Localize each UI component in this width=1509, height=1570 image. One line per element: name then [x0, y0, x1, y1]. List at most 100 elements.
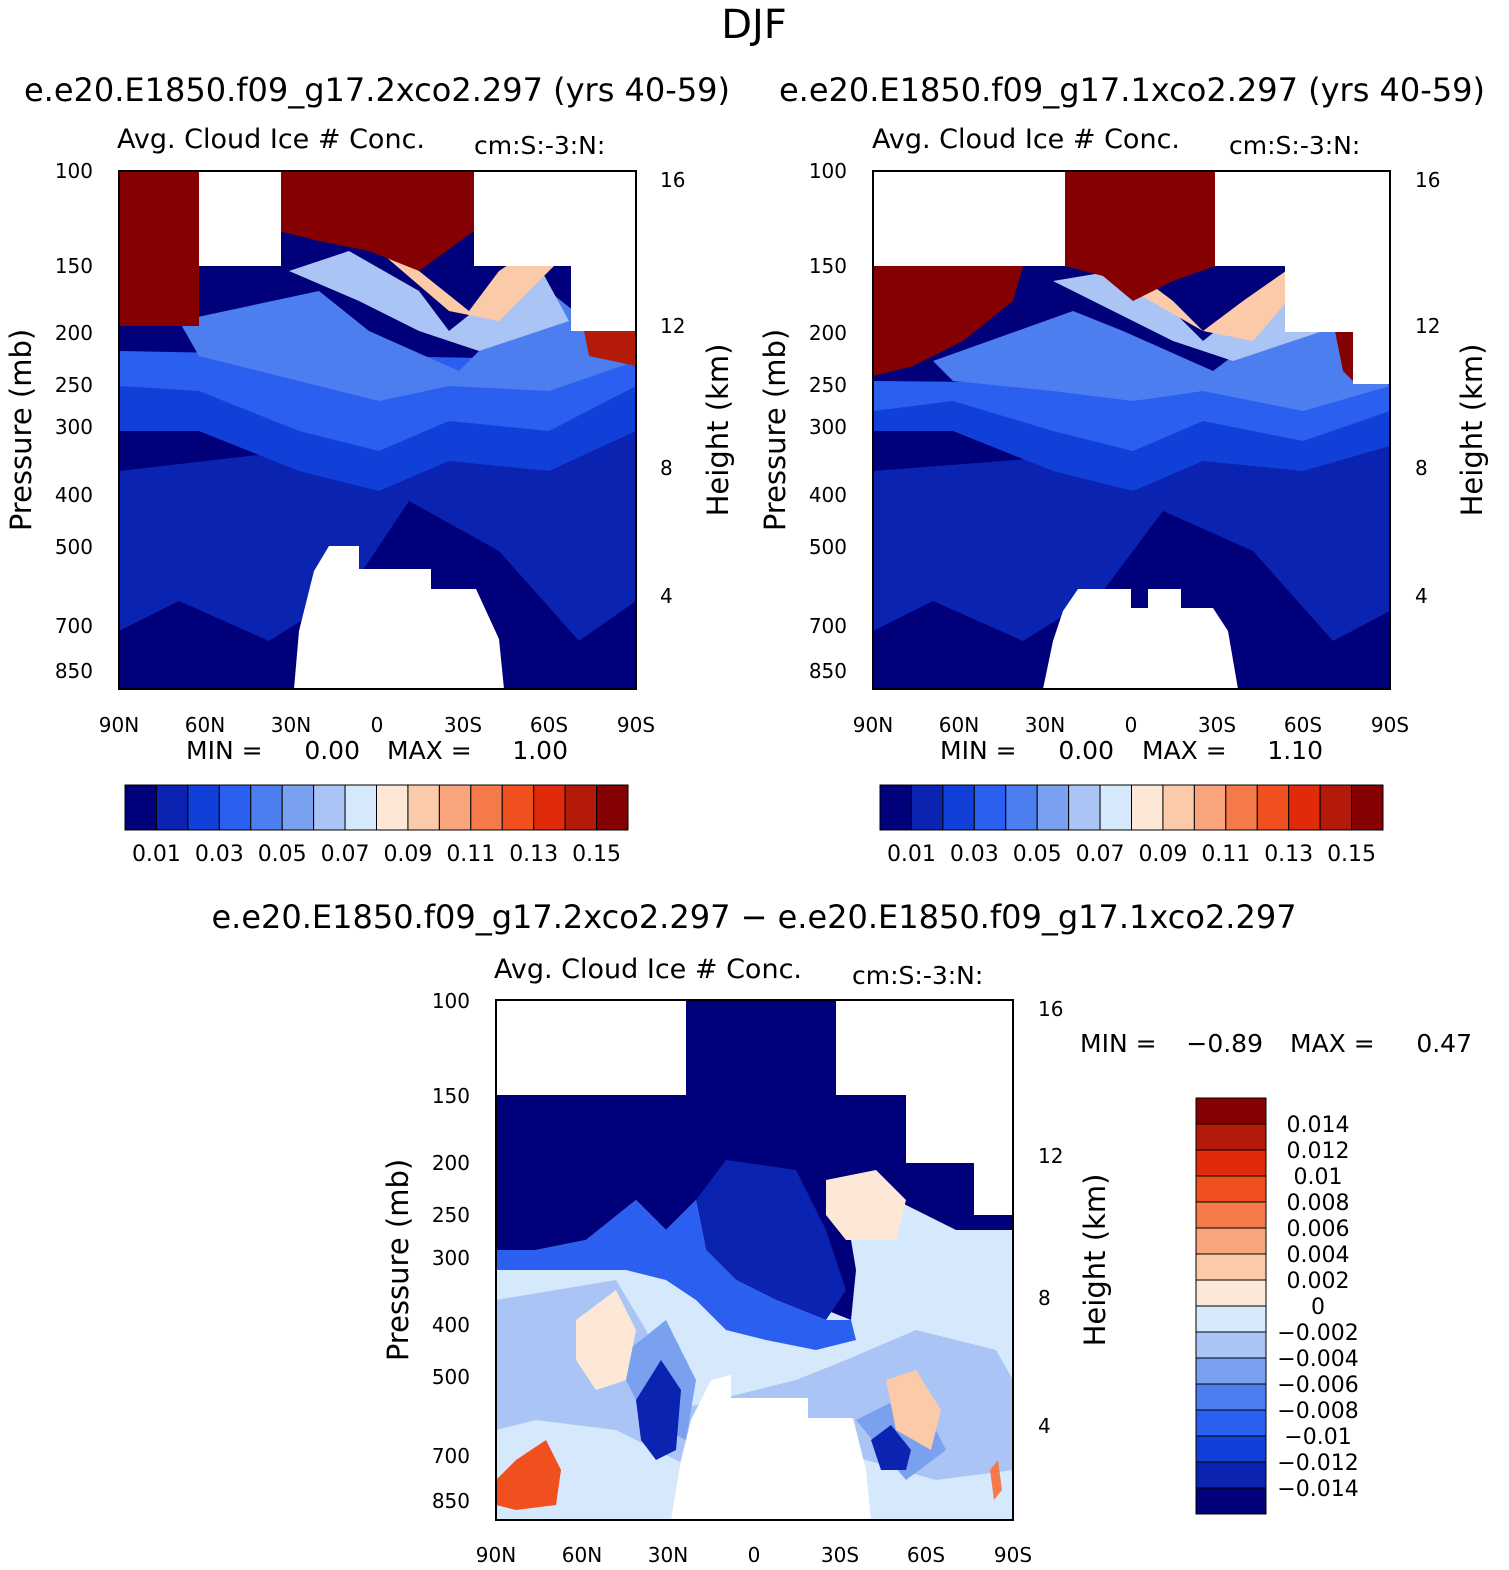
- panel-a-y-ticks: 100 150 200 250 300 400 500 700 850: [55, 159, 93, 683]
- panel-b-y-ticks: 100 150 200 250 300 400 500 700 850: [809, 159, 847, 683]
- colorbar-label: 0.11: [446, 842, 495, 867]
- panel-a-xtick-30s: 30S: [444, 713, 482, 737]
- panel-a-hgt-16: 16: [660, 168, 685, 192]
- panel-b-ytick-200: 200: [809, 321, 847, 345]
- colorbar-label: −0.01: [1284, 1425, 1351, 1450]
- panel-b-ylabel-right: Height (km): [1455, 344, 1489, 517]
- colorbar-swatch: [1195, 1331, 1267, 1359]
- colorbar-swatch: [1195, 1175, 1267, 1203]
- colorbar-swatch: [1068, 784, 1101, 831]
- panel-a-xtick-30n: 30N: [271, 713, 311, 737]
- panel-b-subtitle: Avg. Cloud Ice # Conc.: [872, 124, 1180, 155]
- colorbar-swatch: [1195, 1461, 1267, 1489]
- colorbar-label: 0.09: [383, 842, 432, 867]
- panel-c-xtick-90s: 90S: [994, 1543, 1032, 1567]
- colorbar-label: 0.012: [1287, 1139, 1350, 1164]
- panel-c-colorbar: 0.0140.0120.010.0080.0060.0040.0020−0.00…: [1195, 1097, 1359, 1515]
- panel-c-orography: [671, 1375, 871, 1520]
- panel-c-mask-top-2: [836, 1000, 1013, 1095]
- panel-a-ylabel-right: Height (km): [701, 344, 735, 517]
- panel-c-warm-left: [576, 1290, 636, 1390]
- panel-b-ytick-500: 500: [809, 535, 847, 559]
- panel-a-subtitle: Avg. Cloud Ice # Conc.: [117, 124, 425, 155]
- panel-a-band-6: [289, 251, 569, 351]
- panel-b-xtick-30n: 30N: [1025, 713, 1065, 737]
- colorbar-label: −0.012: [1277, 1451, 1358, 1476]
- panel-a-right-red: [584, 331, 636, 366]
- colorbar-label: 0: [1311, 1295, 1325, 1320]
- colorbar-label: 0.05: [1013, 842, 1062, 867]
- panel-b-x-ticks: 90N 60N 30N 0 30S 60S 90S: [853, 713, 1409, 737]
- panel-b-mask-top-4: [1353, 332, 1390, 384]
- colorbar-swatch: [1288, 784, 1321, 831]
- panel-c-xtick-90n: 90N: [476, 1543, 516, 1567]
- panel-difference: Avg. Cloud Ice # Conc. cm:S:-3:N: 100: [381, 954, 1472, 1567]
- panel-c-red-bottom-left: [496, 1440, 561, 1510]
- colorbar-label: 0.01: [132, 842, 181, 867]
- colorbar-label: −0.014: [1277, 1477, 1358, 1502]
- panel-a-top-left-red: [119, 171, 199, 326]
- colorbar-label: 0.07: [1076, 842, 1125, 867]
- colorbar-swatch: [1195, 1123, 1267, 1151]
- panel-b-xtick-90s: 90S: [1371, 713, 1409, 737]
- colorbar-swatch: [1195, 1149, 1267, 1177]
- colorbar-swatch: [155, 784, 189, 831]
- panel-b-min-value: 0.00: [1058, 736, 1114, 765]
- colorbar-swatch: [1195, 1097, 1267, 1125]
- colorbar-label: −0.008: [1277, 1399, 1358, 1424]
- colorbar-swatch: [1005, 784, 1038, 831]
- colorbar-label: 0.008: [1287, 1191, 1350, 1216]
- colorbar-swatch: [533, 784, 566, 831]
- colorbar-label: 0.07: [321, 842, 370, 867]
- panel-c-frame: [495, 999, 1014, 1521]
- panel-a-xtick-0: 0: [371, 713, 384, 737]
- panel-c-blob-right: [871, 1425, 911, 1470]
- colorbar-swatch: [1162, 784, 1195, 831]
- panel-a-units: cm:S:-3:N:: [474, 131, 605, 160]
- panel-c-max-label: MAX =: [1290, 1029, 1375, 1058]
- panel-b-mask-top-1: [873, 171, 1065, 266]
- panel-a-mid-tongue: [119, 411, 636, 641]
- panel-a-ytick-300: 300: [55, 415, 93, 439]
- colorbar-swatch: [1195, 1435, 1267, 1463]
- panel-a-hgt-8: 8: [660, 456, 673, 480]
- panel-b-plot: [872, 170, 1391, 690]
- colorbar-swatch: [124, 784, 157, 831]
- colorbar-swatch: [250, 784, 283, 831]
- panel-c-y-ticks: 100 150 200 250 300 400 500 700 850: [432, 989, 470, 1513]
- panel-c-yright-ticks: 16 12 8 4: [1038, 997, 1063, 1438]
- panel-c-xtick-30s: 30S: [821, 1543, 859, 1567]
- colorbar-swatch: [1131, 784, 1164, 831]
- colorbar-label: 0.014: [1287, 1113, 1350, 1138]
- panel-a-min-value: 0.00: [304, 736, 360, 765]
- colorbar-swatch: [564, 784, 598, 831]
- panel-b-hgt-12: 12: [1415, 314, 1440, 338]
- colorbar-label: −0.002: [1277, 1321, 1358, 1346]
- diff-title: e.e20.E1850.f09_g17.2xco2.297 − e.e20.E1…: [211, 898, 1296, 936]
- panel-b-min-label: MIN =: [940, 736, 1017, 765]
- panel-a-ytick-200: 200: [55, 321, 93, 345]
- colorbar-label: 0.006: [1287, 1217, 1350, 1242]
- panel-b-orography: [1043, 589, 1238, 689]
- panel-c-ylabel: Pressure (mb): [381, 1159, 415, 1361]
- panel-c-xtick-60n: 60N: [562, 1543, 602, 1567]
- panel-c-warm-upper: [826, 1170, 906, 1240]
- colorbar-swatch: [313, 784, 346, 831]
- panel-a-xtick-90n: 90N: [99, 713, 139, 737]
- colorbar-swatch: [1195, 1253, 1267, 1281]
- panel-c-red-bottom-right: [990, 1460, 1002, 1500]
- panel-c-ylabel-right: Height (km): [1078, 1174, 1112, 1347]
- panel-b-xtick-0: 0: [1125, 713, 1138, 737]
- colorbar-swatch: [596, 784, 629, 831]
- panel-a-frame: [118, 170, 637, 690]
- panel-c-mask-top-3: [906, 1095, 1013, 1163]
- panel-b-frame: [872, 170, 1391, 690]
- panel-c-warm-lower: [886, 1370, 941, 1450]
- panel-a-mask-top-1: [199, 171, 281, 266]
- panel-a-ytick-700: 700: [55, 614, 93, 638]
- panel-b-band-6: [1053, 271, 1323, 361]
- panel-c-hgt-16: 16: [1038, 997, 1063, 1021]
- colorbar-swatch: [879, 784, 912, 831]
- panel-a-ylabel: Pressure (mb): [4, 329, 38, 531]
- panel-a-hgt-4: 4: [660, 584, 673, 608]
